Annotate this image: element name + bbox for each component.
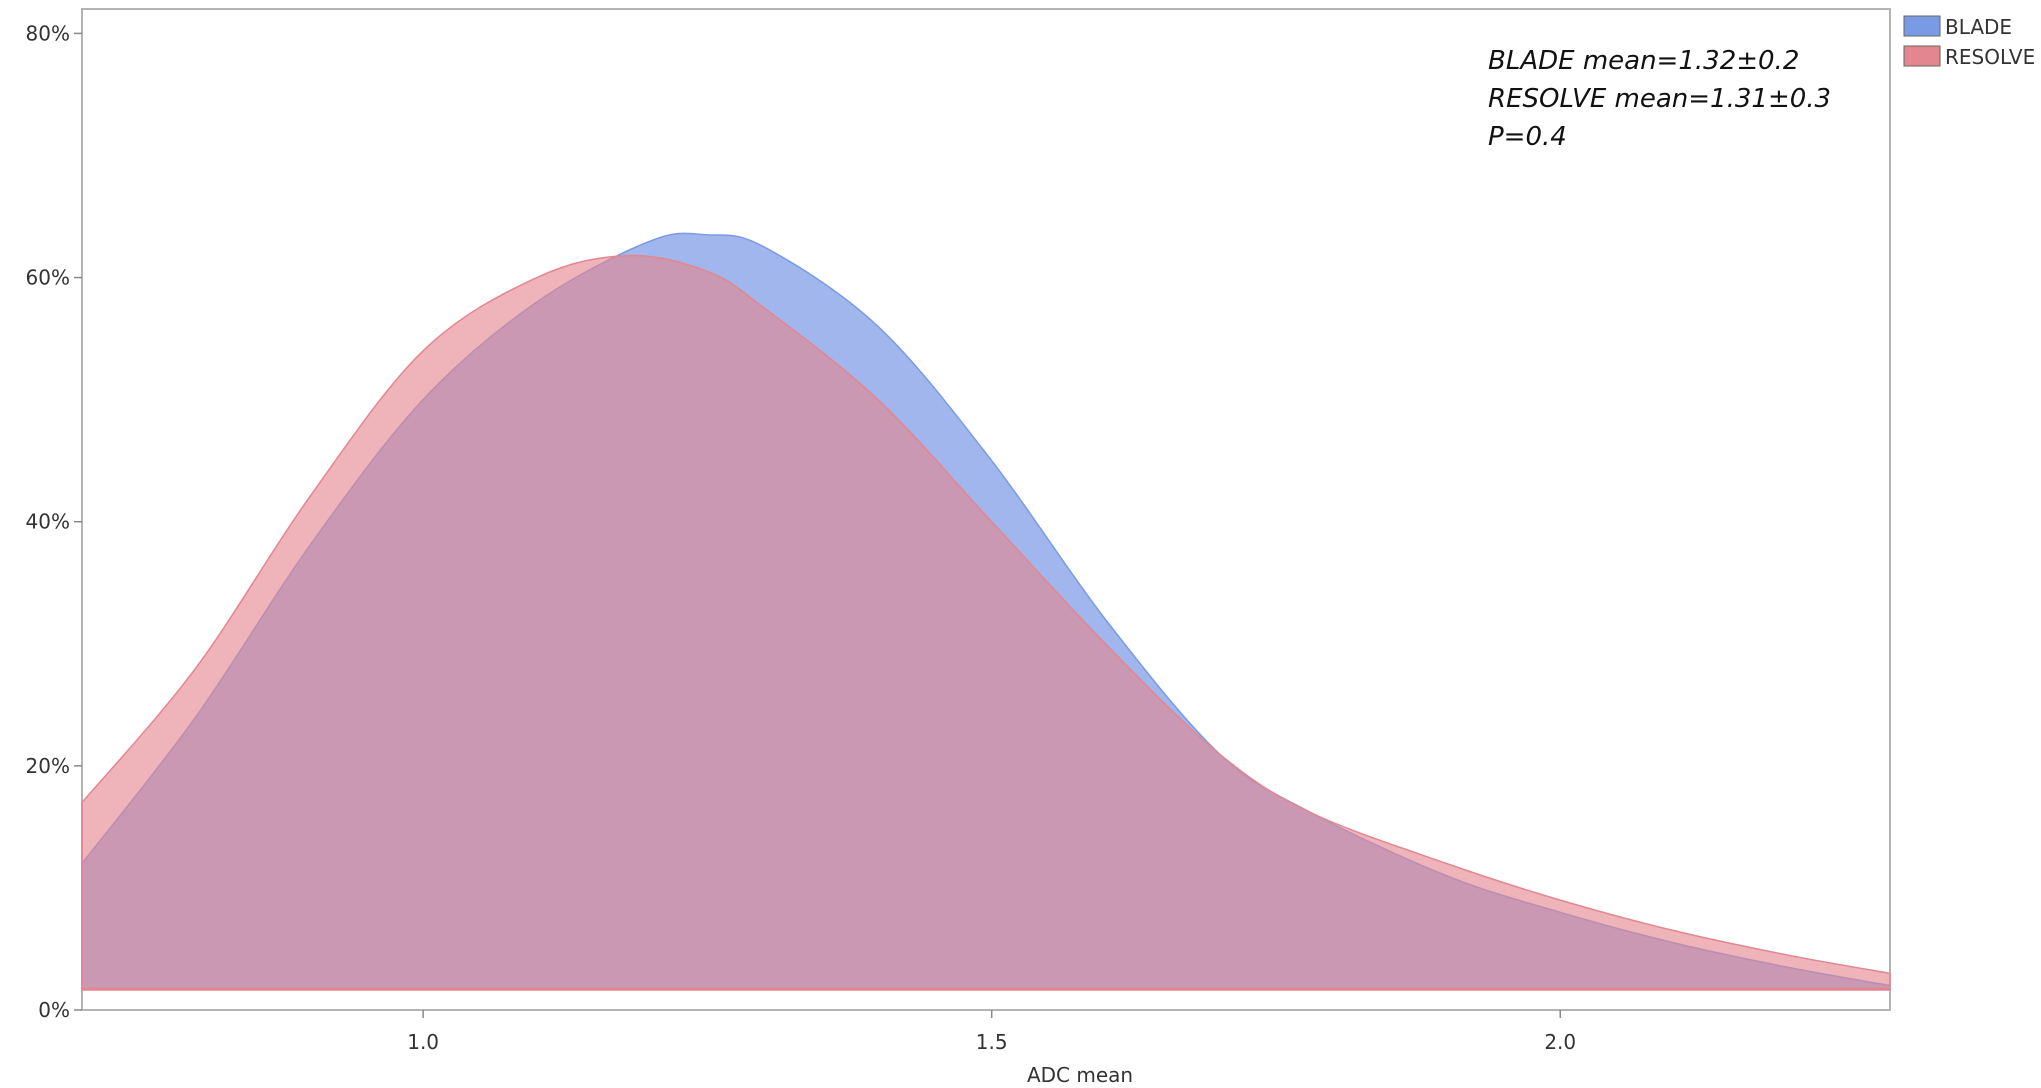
y-tick-label: 80% xyxy=(26,21,70,45)
annotation-line: P=0.4 xyxy=(1488,122,1567,152)
legend: BLADE RESOLVE xyxy=(1903,15,2035,69)
x-tick-label: 1.0 xyxy=(407,1030,439,1054)
legend-swatch-resolve xyxy=(1903,45,1941,67)
legend-label-resolve: RESOLVE xyxy=(1945,45,2035,69)
density-area-resolve xyxy=(81,254,1891,990)
y-tick-label: 0% xyxy=(38,998,70,1022)
x-axis-title: ADC mean xyxy=(1027,1063,1133,1087)
annotation-line: BLADE mean=1.32±0.2 xyxy=(1488,46,1799,76)
plot-frame xyxy=(81,8,1891,1011)
stats-annotation: BLADE mean=1.32±0.2 RESOLVE mean=1.31±0.3… xyxy=(1488,46,1831,152)
axes: 0% 20% 40% 60% 80% 1.0 1.5 2.0 xyxy=(26,21,1577,1054)
annotation-line: RESOLVE mean=1.31±0.3 xyxy=(1488,84,1831,114)
x-tick-label: 2.0 xyxy=(1544,1030,1576,1054)
density-areas xyxy=(81,232,1891,991)
x-tick-label: 1.5 xyxy=(976,1030,1008,1054)
y-tick-label: 20% xyxy=(26,754,70,778)
legend-swatch-blade xyxy=(1903,15,1941,37)
y-tick-label: 40% xyxy=(26,510,70,534)
legend-label-blade: BLADE xyxy=(1945,15,2012,39)
y-tick-label: 60% xyxy=(26,266,70,290)
